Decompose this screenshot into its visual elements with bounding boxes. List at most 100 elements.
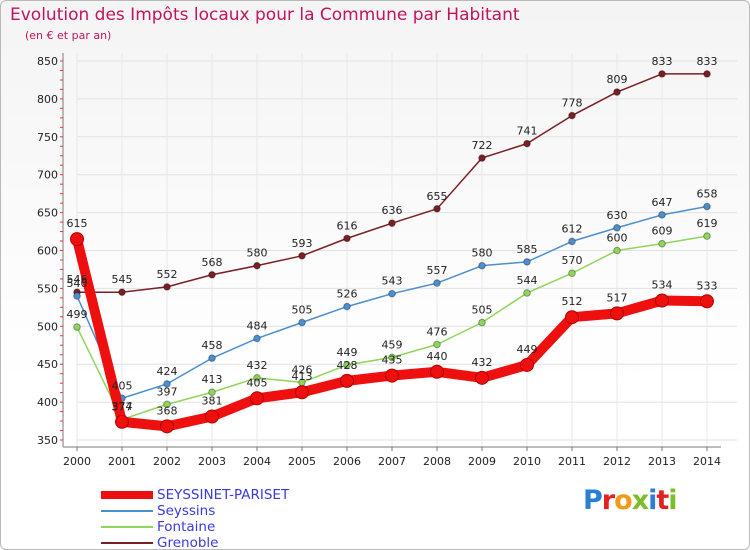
y-tick-label: 600	[37, 245, 58, 258]
data-label: 440	[427, 350, 448, 363]
data-label: 615	[67, 217, 88, 230]
data-point	[343, 234, 351, 243]
data-label: 512	[562, 295, 583, 308]
data-point	[613, 246, 621, 255]
chart-subtitle: (en € et par an)	[25, 29, 112, 42]
data-point	[613, 88, 621, 96]
data-point	[610, 306, 624, 321]
data-label: 612	[562, 222, 583, 235]
data-label: 543	[382, 275, 403, 288]
data-label: 546	[67, 273, 88, 286]
data-label: 449	[517, 343, 538, 356]
data-label: 374	[112, 400, 133, 413]
data-point	[523, 258, 531, 266]
data-point	[115, 414, 129, 429]
logo-letter: i	[648, 485, 657, 516]
legend-label-seyssinet: SEYSSINET-PARISET	[157, 487, 290, 503]
x-tick-label: 2003	[198, 455, 226, 468]
data-point	[478, 261, 486, 270]
data-label: 413	[292, 370, 313, 383]
data-label: 809	[607, 73, 628, 86]
data-label: 505	[472, 304, 493, 317]
axes: 350 400 450 500 550 600 650 700 750 800 850 2000 200…	[37, 53, 737, 468]
y-tick-label: 400	[37, 396, 58, 409]
data-label: 397	[157, 385, 178, 398]
data-point	[568, 269, 576, 278]
data-point	[118, 288, 126, 296]
data-label: 600	[607, 232, 628, 245]
data-label: 484	[247, 319, 268, 332]
logo-letter: i	[668, 485, 677, 516]
data-point	[253, 334, 261, 343]
series-fontaine	[73, 232, 711, 424]
data-point	[568, 237, 576, 246]
data-point	[388, 289, 396, 298]
data-label: 540	[67, 277, 88, 290]
data-point	[520, 357, 534, 372]
data-point	[658, 239, 666, 248]
data-label: 534	[652, 279, 673, 292]
data-point	[430, 364, 444, 379]
data-label: 833	[652, 55, 673, 68]
chart-title: Evolution des Impôts locaux pour la Comm…	[10, 5, 520, 25]
data-label: 778	[562, 97, 583, 110]
data-point	[73, 292, 81, 300]
data-label: 630	[607, 209, 628, 222]
x-tick-label: 2013	[648, 455, 676, 468]
data-point	[475, 370, 489, 385]
y-tick-label: 850	[37, 55, 58, 68]
series-grenoble	[73, 70, 711, 296]
data-label: 609	[652, 225, 673, 238]
x-tick-label: 2001	[108, 455, 136, 468]
data-label: 413	[202, 373, 223, 386]
data-point	[703, 70, 711, 78]
data-point	[478, 318, 486, 327]
data-label: 619	[697, 217, 718, 230]
x-tick-label: 2009	[468, 455, 496, 468]
data-point	[433, 205, 441, 213]
data-point	[523, 289, 531, 297]
logo-letter: x	[631, 485, 649, 516]
data-point	[295, 385, 309, 400]
data-label: 647	[652, 196, 673, 209]
data-point	[163, 400, 171, 409]
data-point	[250, 391, 264, 406]
logo-letter: t	[656, 485, 669, 516]
data-point	[433, 340, 441, 349]
data-point	[388, 353, 396, 362]
data-label: 449	[337, 346, 358, 359]
y-tick-label: 700	[37, 169, 58, 182]
data-label: 722	[472, 139, 493, 152]
data-point	[205, 409, 219, 424]
data-point	[298, 252, 306, 260]
series-seyssinet-pariset	[70, 232, 714, 434]
data-point	[163, 380, 171, 388]
data-label: 426	[292, 363, 313, 376]
y-tick-label: 650	[37, 207, 58, 220]
data-label: 616	[337, 219, 358, 232]
data-point	[73, 323, 81, 331]
data-point	[613, 223, 621, 232]
data-label: 585	[517, 243, 538, 256]
data-label: 658	[697, 188, 718, 201]
data-label: 424	[157, 365, 178, 378]
x-tick-label: 2002	[153, 455, 181, 468]
data-label: 636	[382, 204, 403, 217]
logo-letter: P	[583, 485, 603, 516]
data-label: 544	[517, 274, 538, 287]
y-tick-label: 500	[37, 320, 58, 333]
legend-swatch-fontaine	[101, 526, 153, 528]
data-point	[700, 294, 714, 309]
legend-swatch-seyssinet	[101, 491, 153, 499]
data-point	[658, 70, 666, 78]
data-point	[253, 374, 261, 382]
x-tick-label: 2010	[513, 455, 541, 468]
x-tick-label: 2006	[333, 455, 361, 468]
data-label: 405	[247, 376, 268, 389]
data-point	[340, 373, 354, 388]
data-label: 458	[202, 339, 223, 352]
logo-letter: r	[601, 485, 615, 516]
data-point	[70, 232, 84, 247]
